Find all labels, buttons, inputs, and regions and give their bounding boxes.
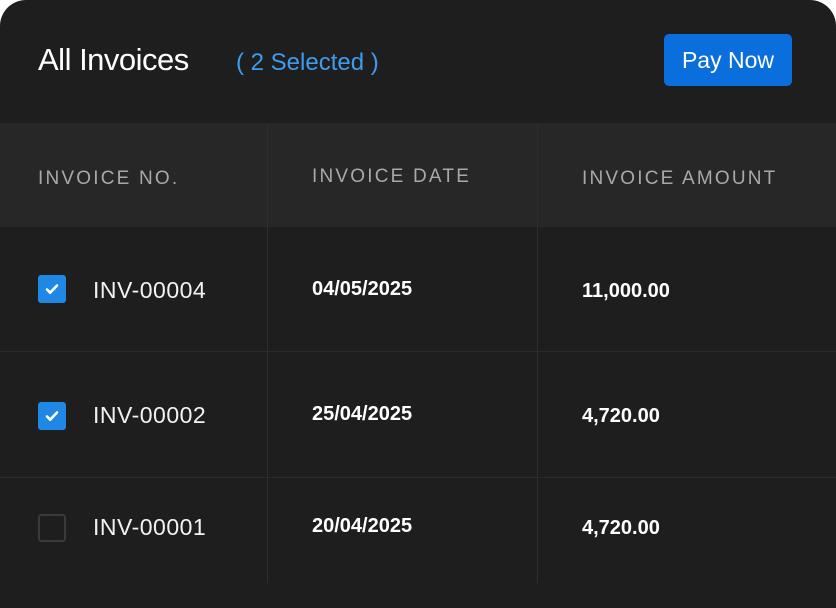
table-header: INVOICE NO. INVOICE DATE INVOICE AMOUNT — [0, 123, 836, 227]
pay-now-button[interactable]: Pay Now — [664, 34, 792, 86]
column-header-invoice-amount[interactable]: INVOICE AMOUNT — [582, 168, 778, 189]
invoice-date: 25/04/2025 — [312, 403, 413, 425]
invoice-date: 20/04/2025 — [312, 515, 413, 537]
row-checkbox[interactable] — [38, 514, 66, 542]
row-checkbox[interactable] — [38, 275, 66, 303]
selected-count: ( 2 Selected ) — [236, 49, 379, 76]
column-header-invoice-date[interactable]: INVOICE DATE — [312, 166, 472, 187]
column-header-invoice-no[interactable]: INVOICE NO. — [38, 168, 180, 189]
invoice-number: INV-00002 — [93, 402, 207, 428]
row-checkbox[interactable] — [38, 402, 66, 430]
checkmark-icon — [45, 411, 59, 421]
column-divider — [537, 123, 538, 583]
invoice-amount: 4,720.00 — [582, 405, 660, 427]
invoice-number: INV-00001 — [93, 514, 207, 540]
page-title: All Invoices — [38, 42, 189, 77]
invoice-amount: 11,000.00 — [582, 280, 670, 302]
checkmark-icon — [45, 284, 59, 294]
column-divider — [267, 123, 268, 583]
invoice-number: INV-00004 — [93, 277, 207, 303]
invoice-amount: 4,720.00 — [582, 517, 660, 539]
row-divider — [0, 477, 836, 478]
invoice-date: 04/05/2025 — [312, 278, 413, 300]
row-divider — [0, 351, 836, 352]
